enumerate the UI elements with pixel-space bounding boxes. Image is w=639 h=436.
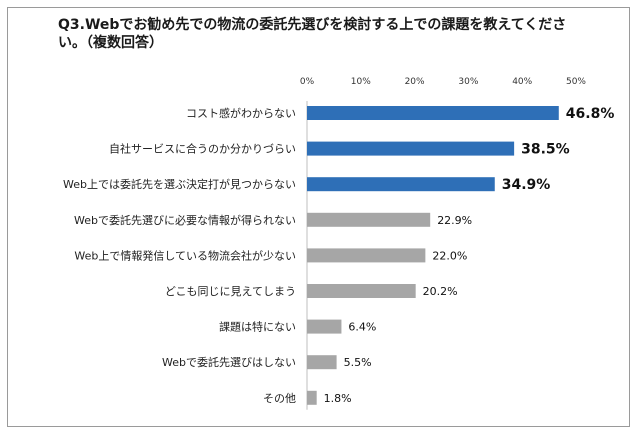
bar — [307, 248, 426, 263]
value-label: 34.9% — [502, 177, 551, 193]
bar — [307, 390, 317, 405]
x-tick-label: 10% — [351, 77, 371, 87]
bar — [307, 284, 416, 298]
value-label: 1.8% — [324, 392, 352, 405]
category-label: どこも同じに見えてしまう — [165, 285, 296, 298]
value-label: 22.0% — [432, 249, 467, 262]
bar — [307, 106, 559, 120]
bars: コスト感がわからない 46.8% 自社サービスに合うのか分かりづらい 38.5% Web… — [63, 106, 614, 405]
bar — [307, 177, 495, 192]
value-label: 5.5% — [344, 356, 372, 369]
category-label: 自社サービスに合うのか分かりづらい — [109, 142, 296, 156]
category-label: コスト感がわからない — [186, 106, 296, 120]
bar — [307, 212, 431, 227]
bar — [307, 355, 337, 370]
x-axis-ticks: 0% 10% 20% 30% 40% 50% — [300, 77, 587, 87]
value-label: 20.2% — [423, 285, 458, 298]
x-tick-label: 20% — [405, 77, 425, 87]
value-label: 46.8% — [566, 106, 615, 122]
bar — [307, 141, 515, 156]
value-label: 6.4% — [348, 321, 376, 334]
chart-title: Q3.Webでお勧め先での物流の委託先選びを検討する上での課題を教えてください。… — [58, 17, 567, 51]
x-tick-label: 30% — [458, 77, 478, 87]
category-label: 課題は特にない — [219, 320, 296, 334]
value-label: 22.9% — [437, 214, 472, 227]
category-label: Web上では委託先を選ぶ決定打が見つからない — [63, 177, 296, 191]
category-label: Webで委託先選びはしない — [162, 355, 296, 369]
x-tick-label: 0% — [300, 77, 315, 87]
bar — [307, 319, 342, 334]
category-label: その他 — [263, 392, 296, 405]
value-label: 38.5% — [521, 142, 570, 158]
x-tick-label: 50% — [566, 77, 586, 87]
category-label: Webで委託先選びに必要な情報が得られない — [74, 213, 296, 227]
category-label: Web上で情報発信している物流会社が少ない — [74, 248, 296, 262]
x-tick-label: 40% — [512, 77, 532, 87]
